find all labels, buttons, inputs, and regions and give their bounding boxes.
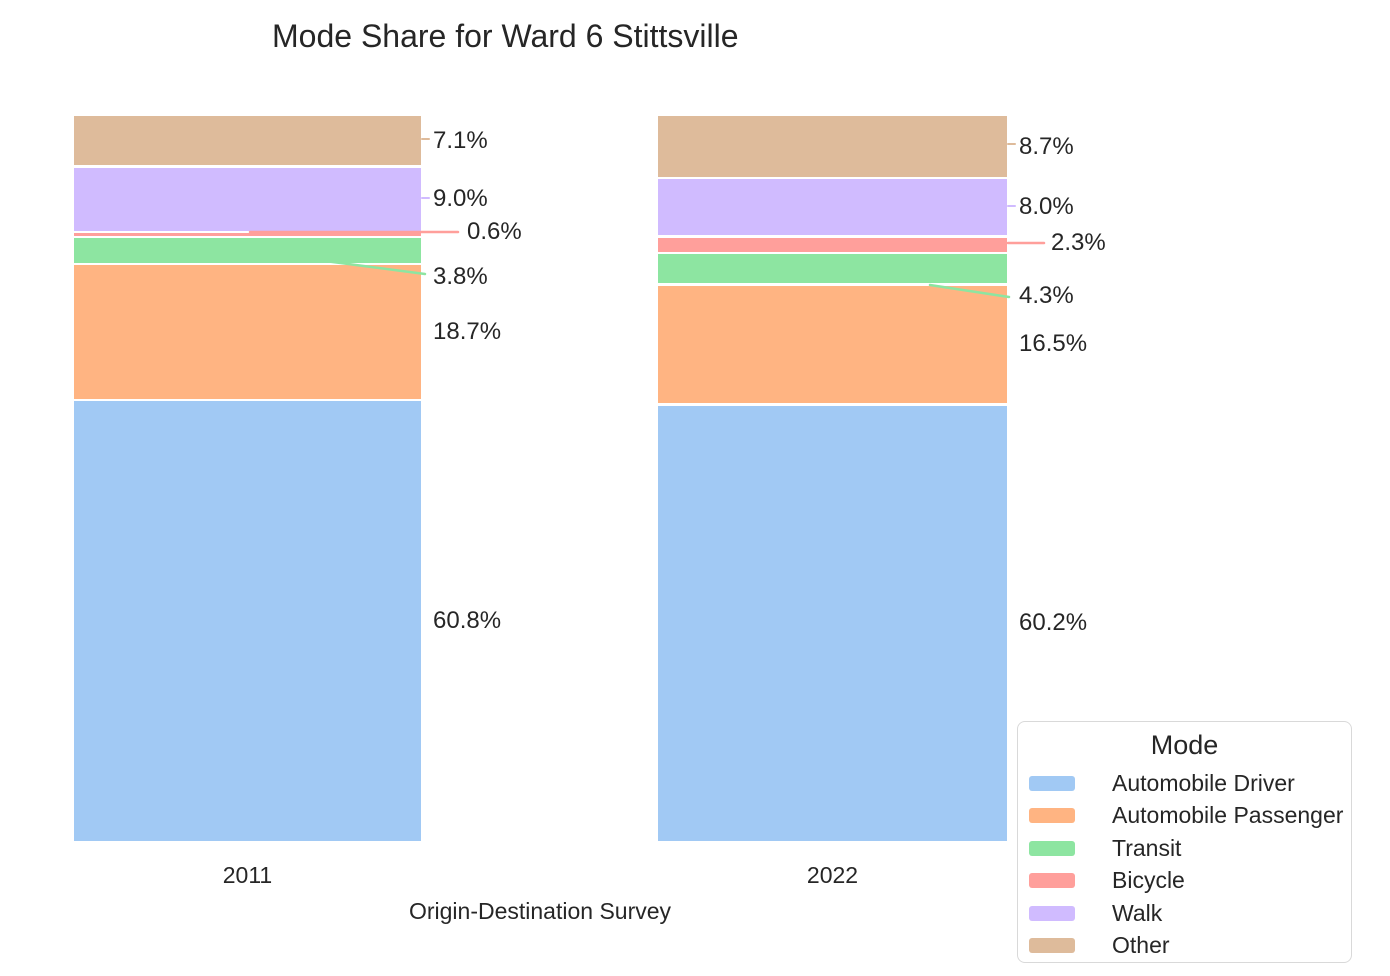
legend-item-other: Other <box>1018 930 1351 963</box>
legend-item-automobile-passenger: Automobile Passenger <box>1018 800 1351 833</box>
value-label-2022-transit: 4.3% <box>1019 282 1074 309</box>
legend-box: Mode Automobile Driver Automobile Passeng… <box>1017 721 1352 963</box>
legend-label-bicycle: Bicycle <box>1112 867 1185 894</box>
legend-items: Automobile Driver Automobile Passenger Tra… <box>1018 767 1351 962</box>
legend-label-transit: Transit <box>1112 834 1182 861</box>
value-label-2011-automobile-driver: 60.8% <box>433 606 502 634</box>
legend-item-automobile-driver: Automobile Driver <box>1018 767 1351 800</box>
segment-2022-automobile-passenger <box>658 285 1007 404</box>
x-tick-2011: 2011 <box>222 862 273 888</box>
segment-2022-transit <box>658 254 1007 284</box>
legend-swatch-transit <box>1029 840 1075 856</box>
legend-label-walk: Walk <box>1112 899 1163 926</box>
chart-title: Mode Share for Ward 6 Stittsville <box>272 18 739 54</box>
segment-2011-other <box>74 116 421 166</box>
segment-2022-other <box>658 116 1007 178</box>
value-label-2011-other: 7.1% <box>433 126 488 154</box>
legend-item-bicycle: Bicycle <box>1018 865 1351 898</box>
value-label-2022-automobile-passenger: 16.5% <box>1019 330 1088 358</box>
value-label-2022-bicycle: 2.3% <box>1051 229 1106 256</box>
value-label-2011-transit: 3.8% <box>433 263 488 290</box>
legend-swatch-walk <box>1029 905 1075 921</box>
legend-swatch-other <box>1029 938 1075 954</box>
value-label-2022-automobile-driver: 60.2% <box>1019 609 1088 637</box>
legend-item-walk: Walk <box>1018 897 1351 930</box>
legend-label-automobile-passenger: Automobile Passenger <box>1112 802 1344 829</box>
legend-label-automobile-driver: Automobile Driver <box>1112 769 1295 796</box>
legend-label-other: Other <box>1112 932 1170 959</box>
value-label-2011-automobile-passenger: 18.7% <box>433 318 502 345</box>
segment-2022-bicycle <box>658 237 1007 252</box>
x-tick-2022: 2022 <box>806 862 859 888</box>
value-label-2022-walk: 8.0% <box>1019 193 1074 221</box>
legend-swatch-automobile-driver <box>1029 775 1075 791</box>
segment-2011-walk <box>74 167 421 231</box>
legend-swatch-bicycle <box>1029 873 1075 889</box>
segment-2011-automobile-driver <box>74 401 421 841</box>
value-label-2011-walk: 9.0% <box>433 185 488 213</box>
legend-swatch-automobile-passenger <box>1029 808 1075 824</box>
segment-2011-bicycle <box>74 232 421 236</box>
legend-item-transit: Transit <box>1018 832 1351 865</box>
legend-title: Mode <box>1150 730 1219 760</box>
segment-2011-transit <box>74 237 421 263</box>
value-label-2011-bicycle: 0.6% <box>467 218 522 245</box>
x-axis-label: Origin-Destination Survey <box>408 898 672 924</box>
segment-2022-walk <box>658 179 1007 236</box>
segment-2011-automobile-passenger <box>74 265 421 399</box>
segment-2022-automobile-driver <box>658 405 1007 841</box>
value-label-2022-other: 8.7% <box>1019 132 1074 160</box>
